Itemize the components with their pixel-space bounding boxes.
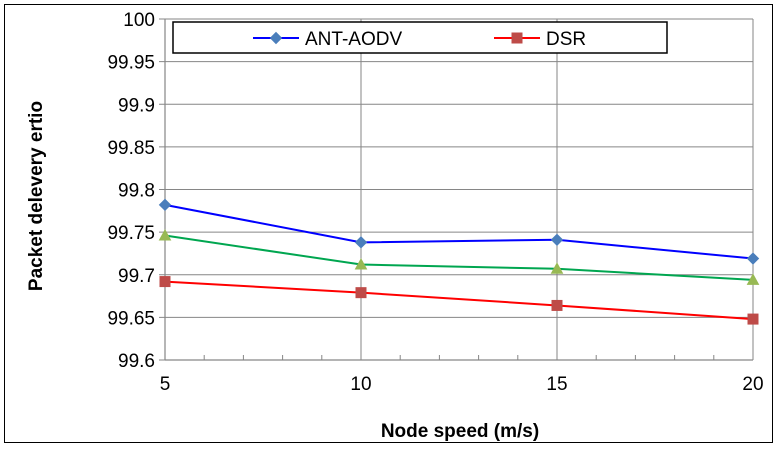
data-point-dsr [551,299,563,311]
data-point-series-3 [746,273,760,285]
legend-box [172,21,668,54]
legend-label: ANT-AODV [305,29,402,50]
legend-marker [511,32,523,44]
data-point-ant-aodv [158,198,172,212]
series-line-series-3 [164,234,754,281]
x-tick-label: 20 [742,374,763,395]
chart-frame [4,4,773,443]
series-line-ant-aodv [164,203,754,260]
data-point-series-3 [158,228,172,241]
legend: ANT-AODV DSR [172,21,668,54]
y-tick-label: 99.7 [118,266,155,287]
series-layer [158,198,760,325]
legend-item-dsr: DSR [494,29,586,50]
series-series-3 [158,228,760,285]
y-tick-labels: 99.6 99.65 99.7 99.75 99.8 99.85 99.9 99.95 100 [107,10,155,372]
x-tick-labels: 5 10 15 20 [160,374,764,395]
x-tick-label: 5 [160,374,171,395]
series-dsr [159,276,759,325]
y-tick-label: 99.8 [118,181,155,202]
y-tick-label: 99.75 [107,223,155,244]
axes [159,18,754,361]
grid-lines [165,18,754,360]
data-point-dsr [747,313,759,325]
x-axis-title: Node speed (m/s) [381,421,539,442]
data-point-dsr [159,276,171,288]
data-point-ant-aodv [550,233,564,247]
data-point-ant-aodv [354,236,368,249]
x-tick-label: 10 [350,374,371,395]
legend-item-ant-aodv: ANT-AODV [253,29,402,50]
y-tick-label: 99.85 [107,138,155,159]
y-tick-label: 99.6 [118,351,155,372]
y-axis-title: Packet delevery ertio [26,101,47,291]
legend-label: DSR [546,29,586,50]
y-tick-label: 99.95 [107,53,155,74]
y-tick-label: 99.9 [118,95,155,116]
data-point-ant-aodv [746,252,760,265]
series-line-dsr [164,280,754,321]
data-point-series-3 [354,257,368,270]
data-point-dsr [355,287,367,299]
legend-marker [269,31,283,45]
y-tick-label: 99.65 [107,308,155,329]
data-point-series-3 [550,262,564,274]
series-ant-aodv [158,198,760,265]
y-tick-label: 100 [123,10,155,31]
x-tick-label: 15 [546,374,567,395]
